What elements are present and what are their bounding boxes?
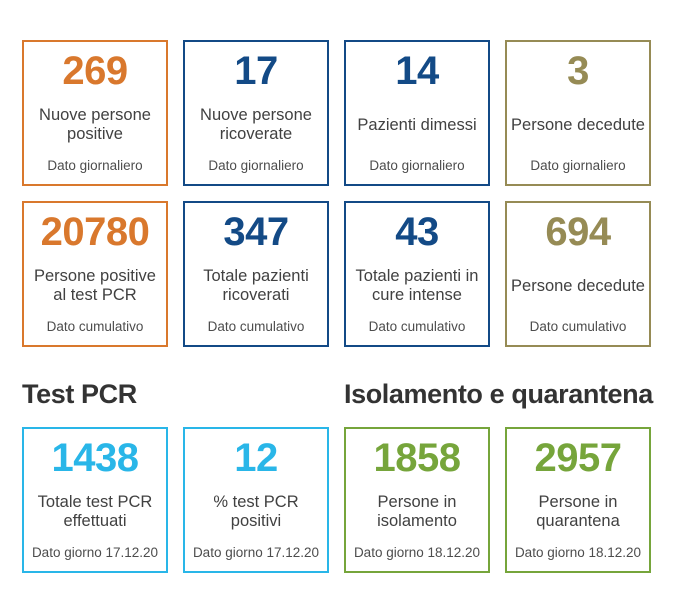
stat-sublabel: Dato giornaliero <box>208 157 304 173</box>
stat-value: 43 <box>395 210 439 254</box>
stat-label: Nuove persone ricoverate <box>200 106 312 144</box>
card-pazienti-dimessi: 14 Pazienti dimessi Dato giornaliero <box>344 40 490 186</box>
card-percent-test-pcr-positivi: 12 % test PCR positivi Dato giorno 17.12… <box>183 427 329 573</box>
stat-label: Persone in quarantena <box>536 493 620 531</box>
stat-value: 347 <box>223 210 289 254</box>
card-persone-decedute-giornaliero: 3 Persone decedute Dato giornaliero <box>505 40 651 186</box>
card-persone-in-quarantena: 2957 Persone in quarantena Dato giorno 1… <box>505 427 651 573</box>
stat-sublabel: Dato giorno 18.12.20 <box>514 544 642 560</box>
stat-label: Persone decedute <box>511 115 645 134</box>
stat-sublabel: Dato giornaliero <box>47 157 143 173</box>
stat-label: Persone positive al test PCR <box>34 267 156 305</box>
stat-sublabel: Dato cumulativo <box>207 318 305 334</box>
card-persone-in-isolamento: 1858 Persone in isolamento Dato giorno 1… <box>344 427 490 573</box>
stat-label: Persone decedute <box>511 276 645 295</box>
stat-label: % test PCR positivi <box>213 493 299 531</box>
section-header-test-pcr: Test PCR <box>22 379 137 409</box>
card-totale-test-pcr-effettuati: 1438 Totale test PCR effettuati Dato gio… <box>22 427 168 573</box>
stat-value: 694 <box>545 210 611 254</box>
stat-label: Totale test PCR effettuati <box>37 493 153 531</box>
stat-label: Totale pazienti ricoverati <box>203 267 309 305</box>
card-totale-pazienti-ricoverati: 347 Totale pazienti ricoverati Dato cumu… <box>183 201 329 347</box>
stat-sublabel: Dato cumulativo <box>529 318 627 334</box>
card-nuove-persone-positive: 269 Nuove persone positive Dato giornali… <box>22 40 168 186</box>
stat-value: 269 <box>62 49 128 93</box>
stat-sublabel: Dato giornaliero <box>530 157 626 173</box>
stat-value: 3 <box>567 49 589 93</box>
stat-value: 2957 <box>534 436 622 480</box>
card-nuove-persone-ricoverate: 17 Nuove persone ricoverate Dato giornal… <box>183 40 329 186</box>
stat-sublabel: Dato giorno 17.12.20 <box>31 544 159 560</box>
stat-value: 20780 <box>40 210 150 254</box>
stat-sublabel: Dato cumulativo <box>46 318 144 334</box>
stat-value: 14 <box>395 49 439 93</box>
stat-value: 1858 <box>373 436 461 480</box>
stat-sublabel: Dato giornaliero <box>369 157 465 173</box>
section-header-isolamento-quarantena: Isolamento e quarantena <box>344 379 653 409</box>
card-persone-decedute-cumulativo: 694 Persone decedute Dato cumulativo <box>505 201 651 347</box>
stat-sublabel: Dato giorno 18.12.20 <box>353 544 481 560</box>
stat-label: Persone in isolamento <box>377 493 457 531</box>
stat-value: 17 <box>234 49 278 93</box>
stat-sublabel: Dato giorno 17.12.20 <box>192 544 320 560</box>
stat-value: 12 <box>234 436 278 480</box>
stat-sublabel: Dato cumulativo <box>368 318 466 334</box>
stat-value: 1438 <box>51 436 139 480</box>
card-totale-pazienti-cure-intense: 43 Totale pazienti in cure intense Dato … <box>344 201 490 347</box>
stat-label: Totale pazienti in cure intense <box>355 267 479 305</box>
stat-label: Pazienti dimessi <box>357 115 477 134</box>
stat-label: Nuove persone positive <box>39 106 151 144</box>
card-persone-positive-test-pcr: 20780 Persone positive al test PCR Dato … <box>22 201 168 347</box>
